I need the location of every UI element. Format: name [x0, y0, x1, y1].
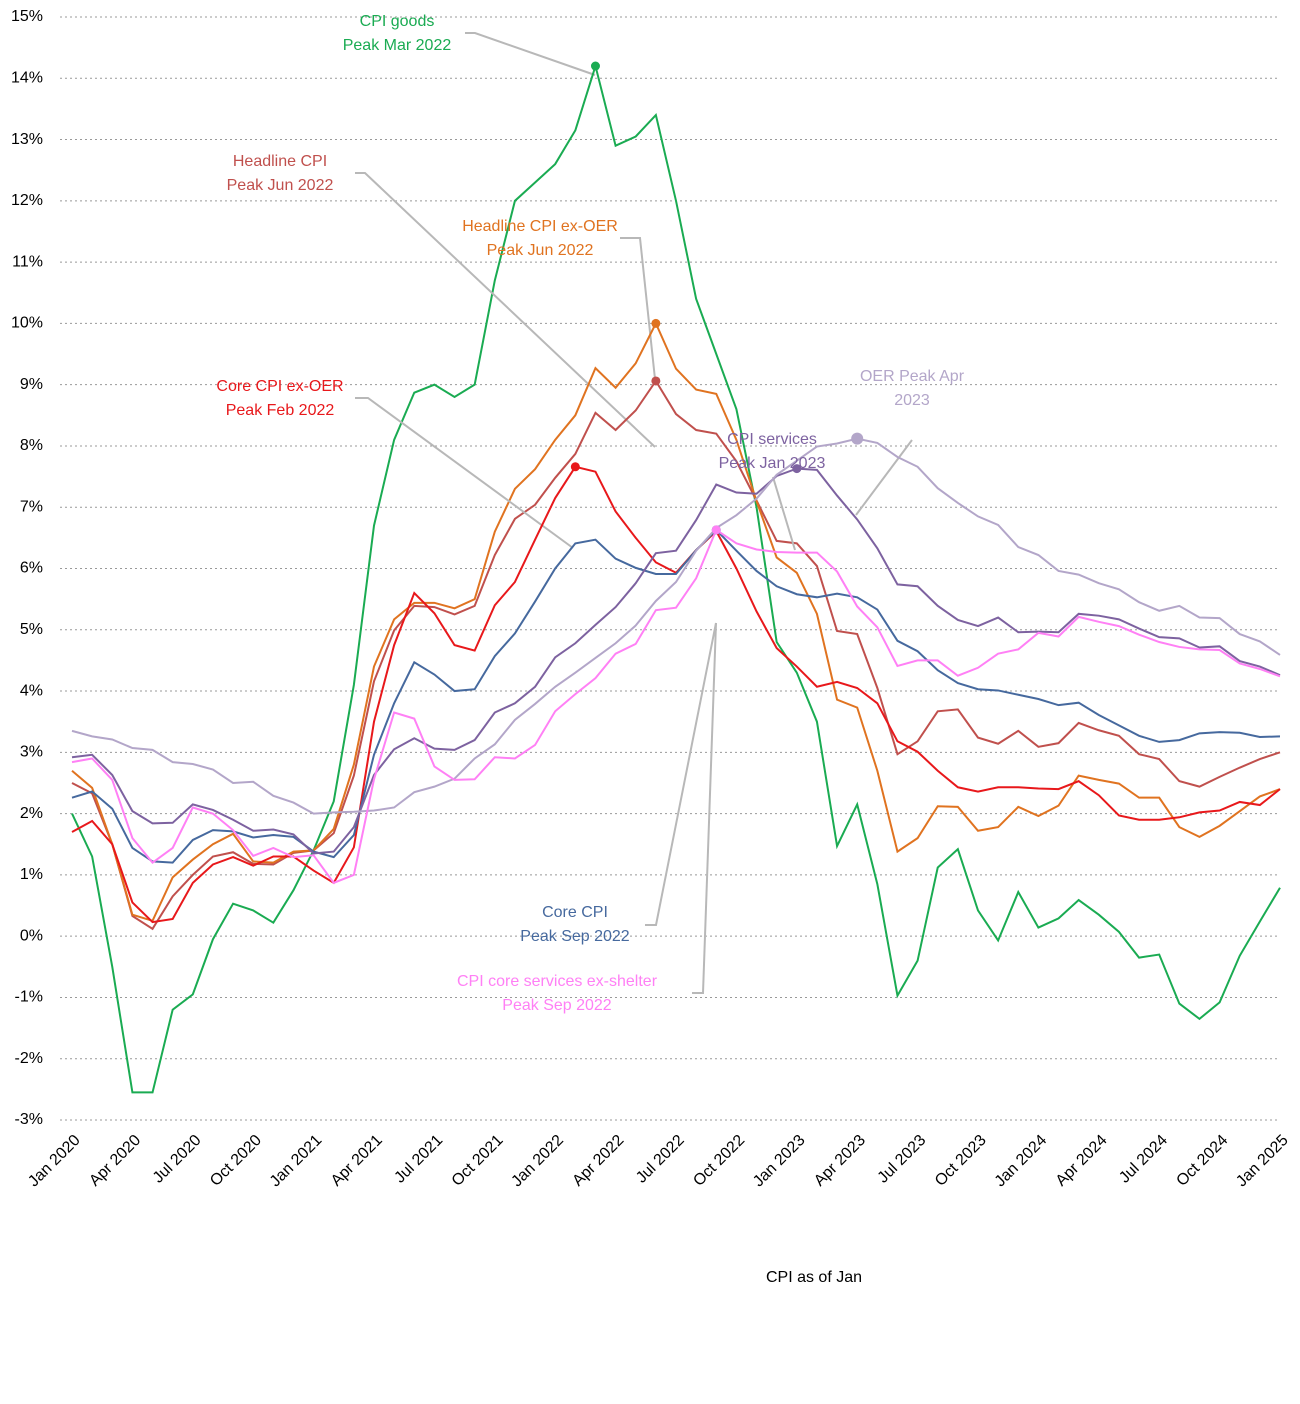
- y-tick-label: 0%: [20, 927, 43, 944]
- series-line: [71, 528, 1281, 885]
- x-tick-label: Apr 2021: [328, 1132, 386, 1190]
- leader-line: [645, 622, 717, 926]
- series-line: [71, 379, 1281, 931]
- y-tick-label: 3%: [20, 744, 43, 761]
- series-line: [71, 321, 1281, 923]
- series-line: [71, 62, 1281, 1094]
- series-label: Peak Sep 2022: [520, 928, 630, 945]
- y-tick-label: 8%: [20, 437, 43, 454]
- x-tick-label: Apr 2023: [811, 1132, 869, 1190]
- leader-line: [355, 172, 656, 448]
- y-tick-label: 14%: [11, 69, 43, 86]
- leader-line: [620, 237, 656, 380]
- x-tick-label: Jul 2023: [875, 1132, 930, 1187]
- series-line: [71, 467, 1281, 855]
- x-tick-label: Oct 2022: [690, 1132, 748, 1190]
- leader-line: [772, 476, 796, 551]
- y-tick-label: 11%: [12, 253, 43, 270]
- series-label: Headline CPI ex-OER: [462, 218, 618, 235]
- series-line: [71, 465, 1281, 924]
- series-label: Peak Mar 2022: [343, 37, 452, 54]
- x-tick-label: Jan 2023: [750, 1132, 809, 1191]
- x-tick-label: Apr 2020: [86, 1132, 144, 1190]
- x-tick-label: Oct 2020: [207, 1132, 265, 1190]
- leader-line: [692, 622, 717, 994]
- y-tick-label: -1%: [15, 989, 43, 1006]
- peak-marker: [570, 462, 580, 472]
- leader-line: [465, 32, 596, 76]
- y-tick-label: 13%: [11, 131, 43, 148]
- peak-marker: [792, 464, 802, 474]
- y-tick-label: 10%: [11, 315, 43, 332]
- series-label: Peak Sep 2022: [502, 997, 612, 1014]
- x-tick-label: Jan 2022: [508, 1132, 567, 1191]
- y-tick-label: 7%: [20, 498, 43, 515]
- peak-marker: [711, 525, 721, 535]
- series-label: Peak Jan 2023: [719, 455, 826, 472]
- x-tick-label: Jul 2021: [391, 1132, 446, 1187]
- peak-marker: [590, 61, 600, 71]
- series-label: Peak Feb 2022: [226, 402, 335, 419]
- annotation: CPI as of Jan: [766, 1269, 862, 1286]
- x-tick-label: Jul 2024: [1116, 1132, 1171, 1187]
- x-tick-label: Oct 2021: [449, 1132, 507, 1190]
- leader-line: [355, 397, 574, 549]
- y-tick-label: 5%: [20, 621, 43, 638]
- y-tick-label: 4%: [20, 682, 43, 699]
- x-tick-label: Jan 2021: [267, 1132, 326, 1191]
- series-line: [71, 528, 1281, 864]
- series-label: Peak Jun 2022: [487, 242, 594, 259]
- x-tick-label: Oct 2023: [932, 1132, 990, 1190]
- leader-line: [855, 439, 913, 516]
- series-label: CPI core services ex-shelter: [457, 973, 658, 990]
- series-label: CPI services: [727, 431, 817, 448]
- x-tick-label: Apr 2022: [569, 1132, 627, 1190]
- y-tick-label: 15%: [11, 8, 43, 25]
- y-tick-label: 2%: [20, 805, 43, 822]
- x-tick-label: Apr 2024: [1053, 1132, 1111, 1190]
- x-tick-label: Jul 2022: [633, 1132, 688, 1187]
- y-tick-label: -3%: [15, 1111, 43, 1128]
- y-tick-label: 12%: [11, 192, 43, 209]
- x-tick-label: Jan 2020: [25, 1132, 84, 1191]
- peak-marker: [651, 318, 661, 328]
- x-tick-label: Oct 2024: [1173, 1132, 1231, 1190]
- series-label: Core CPI ex-OER: [216, 378, 343, 395]
- y-tick-label: 1%: [20, 866, 43, 883]
- x-tick-label: Jul 2020: [150, 1132, 205, 1187]
- peak-marker: [851, 432, 864, 445]
- peak-marker: [651, 376, 661, 386]
- y-tick-label: 9%: [20, 376, 43, 393]
- series-label: Core CPI: [542, 904, 608, 921]
- series-label: 2023: [894, 392, 930, 409]
- series-line: [71, 437, 1281, 815]
- series-label: Peak Jun 2022: [227, 177, 334, 194]
- x-tick-label: Jan 2024: [992, 1132, 1051, 1191]
- series-label: CPI goods: [360, 13, 435, 30]
- y-tick-label: 6%: [20, 560, 43, 577]
- x-tick-label: Jan 2025: [1233, 1132, 1292, 1191]
- y-tick-label: -2%: [15, 1050, 43, 1067]
- series-label: Headline CPI: [233, 153, 327, 170]
- series-label: OER Peak Apr: [860, 368, 965, 385]
